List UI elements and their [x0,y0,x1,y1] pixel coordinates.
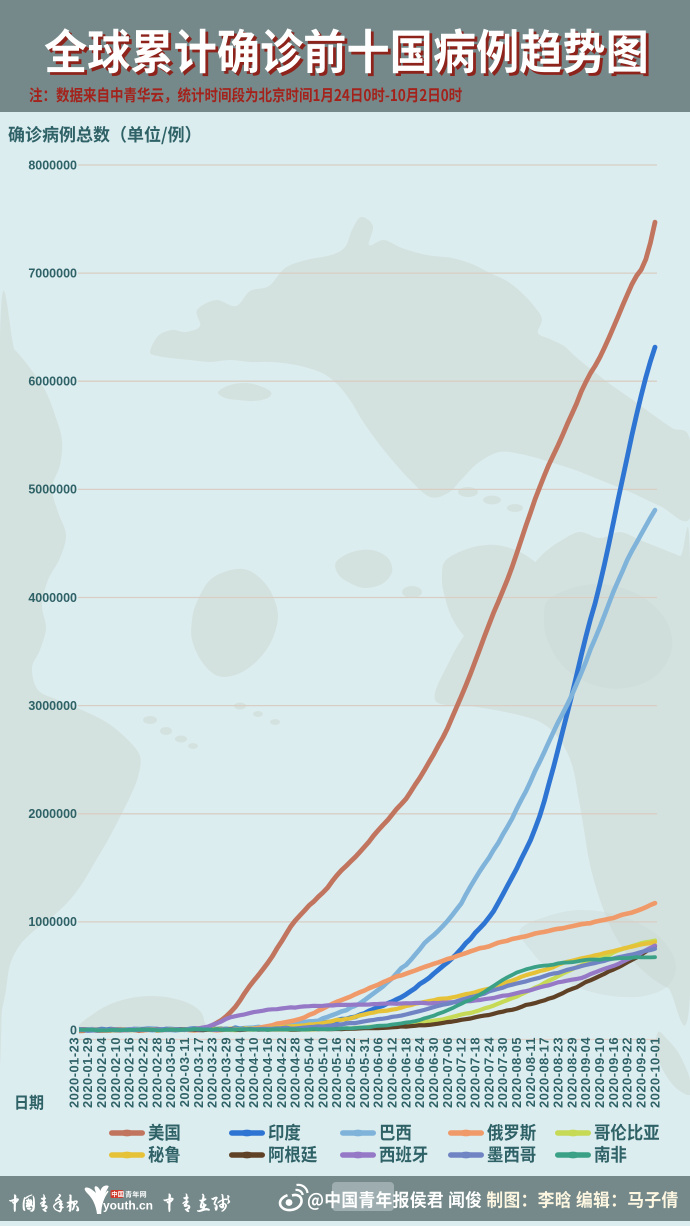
svg-text:2020-05-16: 2020-05-16 [329,1037,344,1108]
svg-text:2020-09-28: 2020-09-28 [634,1037,649,1108]
svg-text:2020-07-30: 2020-07-30 [495,1037,510,1108]
svg-text:2020-08-29: 2020-08-29 [564,1037,579,1108]
svg-text:5000000: 5000000 [28,483,77,497]
svg-text:2020-09-04: 2020-09-04 [578,1037,593,1108]
svg-text:2020-05-04: 2020-05-04 [302,1037,317,1108]
svg-text:2020-02-04: 2020-02-04 [94,1037,109,1108]
svg-text:7000000: 7000000 [28,266,77,280]
svg-text:2020-04-16: 2020-04-16 [260,1037,275,1108]
svg-text:2020-08-11: 2020-08-11 [523,1037,538,1107]
svg-text:2020-04-10: 2020-04-10 [246,1037,261,1108]
svg-text:2020-04-22: 2020-04-22 [274,1037,289,1108]
svg-text:8000000: 8000000 [28,158,77,172]
svg-text:2000000: 2000000 [28,807,77,821]
svg-text:2020-01-29: 2020-01-29 [80,1037,95,1108]
svg-text:2020-07-12: 2020-07-12 [454,1037,469,1108]
svg-text:2020-02-10: 2020-02-10 [108,1037,123,1108]
svg-text:2020-04-28: 2020-04-28 [288,1037,303,1108]
svg-text:2020-03-17: 2020-03-17 [191,1037,206,1108]
svg-text:0: 0 [70,1023,77,1037]
svg-text:2020-09-10: 2020-09-10 [592,1037,607,1108]
svg-text:2020-05-31: 2020-05-31 [357,1037,372,1108]
svg-text:2020-05-10: 2020-05-10 [315,1037,330,1108]
svg-text:2020-04-04: 2020-04-04 [232,1037,247,1108]
svg-text:2020-02-22: 2020-02-22 [136,1037,151,1108]
svg-text:1000000: 1000000 [28,915,77,929]
svg-text:2020-06-18: 2020-06-18 [398,1037,413,1108]
svg-text:2020-06-12: 2020-06-12 [385,1037,400,1108]
svg-text:2020-03-29: 2020-03-29 [219,1037,234,1108]
svg-text:2020-07-24: 2020-07-24 [481,1037,496,1108]
svg-text:3000000: 3000000 [28,699,77,713]
svg-text:2020-10-01: 2020-10-01 [647,1037,662,1108]
svg-text:2020-03-05: 2020-03-05 [163,1037,178,1108]
svg-text:2020-06-06: 2020-06-06 [371,1037,386,1108]
svg-text:4000000: 4000000 [28,591,77,605]
svg-text:2020-08-05: 2020-08-05 [509,1037,524,1108]
svg-text:2020-01-23: 2020-01-23 [66,1037,81,1108]
svg-text:2020-08-17: 2020-08-17 [537,1037,552,1108]
svg-text:2020-03-23: 2020-03-23 [205,1037,220,1108]
svg-text:2020-08-23: 2020-08-23 [551,1037,566,1108]
svg-text:6000000: 6000000 [28,375,77,389]
svg-text:2020-05-22: 2020-05-22 [343,1037,358,1108]
svg-text:2020-07-18: 2020-07-18 [468,1037,483,1108]
svg-text:2020-03-11: 2020-03-11 [177,1037,192,1107]
svg-text:2020-02-16: 2020-02-16 [122,1037,137,1108]
svg-text:2020-06-24: 2020-06-24 [412,1037,427,1108]
svg-text:2020-06-30: 2020-06-30 [426,1037,441,1108]
svg-text:2020-09-16: 2020-09-16 [606,1037,621,1108]
svg-text:2020-09-22: 2020-09-22 [620,1037,635,1108]
svg-text:2020-02-28: 2020-02-28 [149,1037,164,1108]
svg-text:2020-07-06: 2020-07-06 [440,1037,455,1108]
svg-text:youth.cn: youth.cn [103,1199,153,1213]
